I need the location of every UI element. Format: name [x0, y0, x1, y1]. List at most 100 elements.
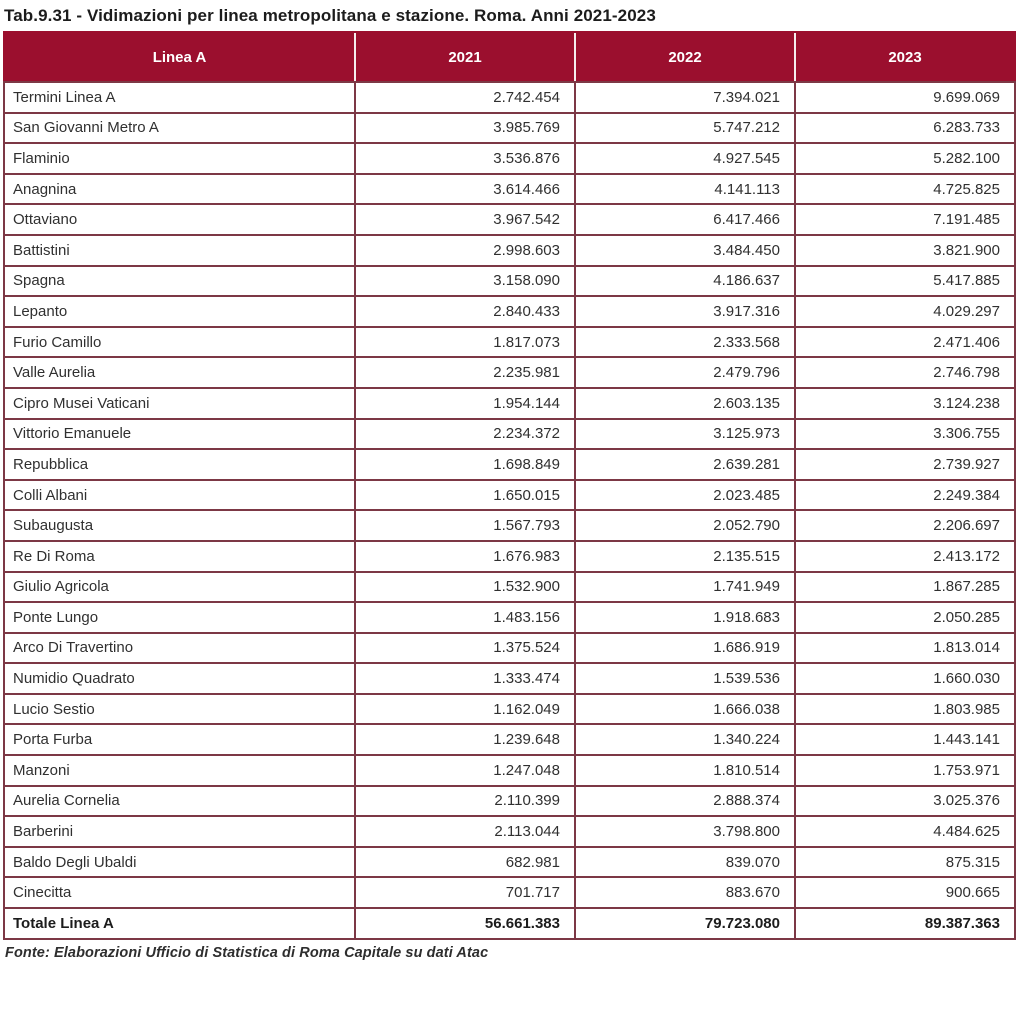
column-header-2022: 2022	[574, 31, 795, 83]
value-cell: 3.125.973	[574, 417, 796, 451]
station-cell: San Giovanni Metro A	[3, 111, 356, 145]
value-cell: 3.821.900	[794, 233, 1016, 267]
value-cell: 2.023.485	[574, 478, 796, 512]
value-cell: 2.471.406	[794, 325, 1016, 359]
station-cell: Subaugusta	[3, 509, 356, 542]
value-cell: 1.650.015	[354, 478, 576, 512]
value-cell: 4.484.625	[794, 815, 1016, 848]
table-row: Ottaviano 3.967.542 6.417.466 7.191.485	[3, 203, 1016, 236]
value-cell: 7.394.021	[574, 81, 796, 114]
total-row: Totale Linea A 56.661.383 79.723.080 89.387…	[3, 907, 1016, 940]
value-cell: 1.686.919	[574, 631, 796, 665]
column-header-2023: 2023	[794, 31, 1016, 83]
value-cell: 883.670	[574, 876, 796, 910]
table-row: Furio Camillo 1.817.073 2.333.568 2.471.406	[3, 325, 1016, 359]
value-cell: 2.479.796	[574, 356, 796, 389]
value-cell: 3.536.876	[354, 142, 576, 175]
table-row: Arco Di Travertino 1.375.524 1.686.919 1.81…	[3, 631, 1016, 665]
value-cell: 3.798.800	[574, 815, 796, 848]
station-cell: Manzoni	[3, 754, 356, 787]
value-cell: 89.387.363	[794, 907, 1016, 940]
value-cell: 2.050.285	[794, 601, 1016, 634]
value-cell: 3.484.450	[574, 233, 796, 267]
value-cell: 3.306.755	[794, 417, 1016, 451]
value-cell: 1.698.849	[354, 448, 576, 481]
value-cell: 701.717	[354, 876, 576, 910]
station-cell: Giulio Agricola	[3, 570, 356, 604]
value-cell: 1.666.038	[574, 692, 796, 726]
station-cell: Aurelia Cornelia	[3, 784, 356, 818]
value-cell: 4.029.297	[794, 295, 1016, 328]
value-cell: 4.927.545	[574, 142, 796, 175]
value-cell: 79.723.080	[574, 907, 796, 940]
vidimazioni-table: Linea A 2021 2022 2023 Termini Linea A 2.…	[3, 31, 1016, 940]
station-cell: Baldo Degli Ubaldi	[3, 845, 356, 879]
table-row: Repubblica 1.698.849 2.639.281 2.739.927	[3, 448, 1016, 481]
value-cell: 1.532.900	[354, 570, 576, 604]
value-cell: 3.124.238	[794, 386, 1016, 420]
value-cell: 900.665	[794, 876, 1016, 910]
value-cell: 3.025.376	[794, 784, 1016, 818]
table-row: Re Di Roma 1.676.983 2.135.515 2.413.172	[3, 539, 1016, 573]
table-row: Giulio Agricola 1.532.900 1.741.949 1.867.2…	[3, 570, 1016, 604]
value-cell: 2.206.697	[794, 509, 1016, 542]
value-cell: 1.333.474	[354, 662, 576, 695]
value-cell: 2.333.568	[574, 325, 796, 359]
table-row: Numidio Quadrato 1.333.474 1.539.536 1.660.…	[3, 662, 1016, 695]
table-row: Lepanto 2.840.433 3.917.316 4.029.297	[3, 295, 1016, 328]
value-cell: 1.162.049	[354, 692, 576, 726]
value-cell: 1.817.073	[354, 325, 576, 359]
value-cell: 3.967.542	[354, 203, 576, 236]
value-cell: 2.113.044	[354, 815, 576, 848]
value-cell: 56.661.383	[354, 907, 576, 940]
station-cell: Re Di Roma	[3, 539, 356, 573]
table-row: Colli Albani 1.650.015 2.023.485 2.249.384	[3, 478, 1016, 512]
station-cell: Ponte Lungo	[3, 601, 356, 634]
table-row: Flaminio 3.536.876 4.927.545 5.282.100	[3, 142, 1016, 175]
station-cell: Repubblica	[3, 448, 356, 481]
value-cell: 2.413.172	[794, 539, 1016, 573]
station-cell: Furio Camillo	[3, 325, 356, 359]
value-cell: 839.070	[574, 845, 796, 879]
station-cell: Cinecitta	[3, 876, 356, 910]
value-cell: 2.746.798	[794, 356, 1016, 389]
value-cell: 1.753.971	[794, 754, 1016, 787]
station-cell: Cipro Musei Vaticani	[3, 386, 356, 420]
value-cell: 875.315	[794, 845, 1016, 879]
source-note: Fonte: Elaborazioni Ufficio di Statistic…	[5, 944, 489, 961]
station-cell: Valle Aurelia	[3, 356, 356, 389]
table-row: Anagnina 3.614.466 4.141.113 4.725.825	[3, 172, 1016, 206]
value-cell: 1.443.141	[794, 723, 1016, 757]
table-row: Termini Linea A 2.742.454 7.394.021 9.699.0…	[3, 81, 1016, 114]
value-cell: 9.699.069	[794, 81, 1016, 114]
value-cell: 2.235.981	[354, 356, 576, 389]
value-cell: 6.417.466	[574, 203, 796, 236]
value-cell: 2.888.374	[574, 784, 796, 818]
value-cell: 5.417.885	[794, 264, 1016, 298]
table-row: Baldo Degli Ubaldi 682.981 839.070 875.315	[3, 845, 1016, 879]
table-row: Aurelia Cornelia 2.110.399 2.888.374 3.025.…	[3, 784, 1016, 818]
station-cell: Ottaviano	[3, 203, 356, 236]
table-row: Porta Furba 1.239.648 1.340.224 1.443.141	[3, 723, 1016, 757]
column-header-2021: 2021	[354, 31, 575, 83]
value-cell: 2.052.790	[574, 509, 796, 542]
value-cell: 3.614.466	[354, 172, 576, 206]
table-row: Valle Aurelia 2.235.981 2.479.796 2.746.798	[3, 356, 1016, 389]
value-cell: 1.375.524	[354, 631, 576, 665]
value-cell: 682.981	[354, 845, 576, 879]
value-cell: 4.186.637	[574, 264, 796, 298]
station-cell: Flaminio	[3, 142, 356, 175]
station-cell: Vittorio Emanuele	[3, 417, 356, 451]
value-cell: 1.918.683	[574, 601, 796, 634]
value-cell: 2.742.454	[354, 81, 576, 114]
value-cell: 1.803.985	[794, 692, 1016, 726]
table-row: Battistini 2.998.603 3.484.450 3.821.900	[3, 233, 1016, 267]
station-cell: Barberini	[3, 815, 356, 848]
value-cell: 2.840.433	[354, 295, 576, 328]
table-row: Lucio Sestio 1.162.049 1.666.038 1.803.985	[3, 692, 1016, 726]
column-header-linea-a: Linea A	[3, 31, 355, 83]
header-row: Linea A 2021 2022 2023	[3, 31, 1016, 83]
value-cell: 3.985.769	[354, 111, 576, 145]
table-row: Vittorio Emanuele 2.234.372 3.125.973 3.306…	[3, 417, 1016, 451]
